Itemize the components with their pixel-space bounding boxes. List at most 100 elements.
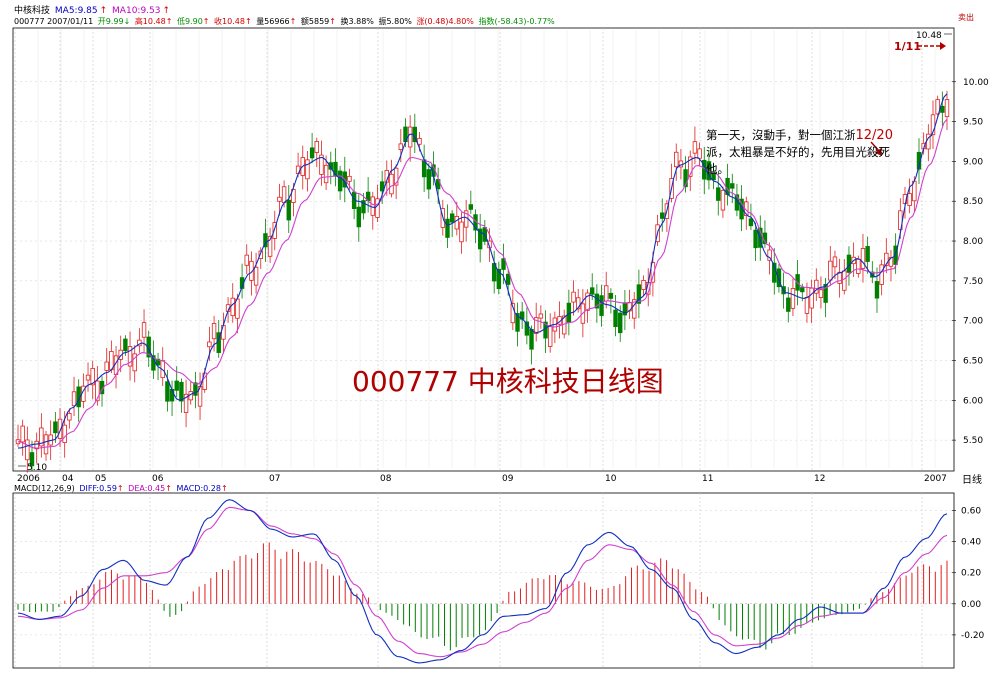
candle-down bbox=[53, 421, 58, 434]
price-tick-label: 7.00 bbox=[963, 317, 983, 327]
candle-down bbox=[515, 313, 520, 332]
time-axis-label: 09 bbox=[502, 474, 514, 484]
candle-up bbox=[85, 374, 91, 381]
candle-down bbox=[748, 218, 754, 227]
candle-down bbox=[874, 281, 880, 299]
low-value: 低9.90 bbox=[176, 17, 203, 26]
candle-down bbox=[865, 246, 870, 262]
candle-up bbox=[127, 346, 133, 367]
candle-up bbox=[692, 141, 698, 154]
dea-arrow: ↑ bbox=[165, 484, 172, 493]
candle-down bbox=[501, 258, 506, 270]
close-value: 收10.48 bbox=[214, 17, 245, 26]
annotation-text-before: 第一天，沒動手，對一個江浙 bbox=[706, 128, 856, 142]
candle-up bbox=[314, 141, 319, 153]
candle-up bbox=[207, 341, 212, 348]
candle-down bbox=[618, 312, 623, 334]
candle-up bbox=[281, 186, 287, 204]
candle-up bbox=[71, 391, 77, 407]
candle-up bbox=[272, 222, 277, 239]
price-axis: 5.50 6.00 6.50 7.00 7.50 8.00 8.50 9.00 9.50 10.0… bbox=[952, 78, 989, 446]
candle-up bbox=[230, 297, 235, 317]
diff-line bbox=[17, 499, 948, 664]
candle-down bbox=[29, 452, 35, 467]
candle-up bbox=[347, 175, 352, 182]
candle-down bbox=[800, 287, 805, 293]
candle-up bbox=[832, 256, 838, 268]
candle-up bbox=[244, 254, 249, 266]
candle-down bbox=[940, 105, 945, 113]
price-panel-frame bbox=[12, 27, 955, 472]
time-axis-label: 11 bbox=[702, 474, 713, 484]
price-tick-label: 10.00 bbox=[963, 78, 989, 88]
candle-up bbox=[104, 361, 109, 371]
candle-up bbox=[20, 425, 25, 443]
candle-up bbox=[95, 380, 100, 402]
candle-down bbox=[716, 187, 721, 201]
time-axis-label: 2006 bbox=[17, 474, 40, 484]
macd-tick-label: 0.00 bbox=[961, 600, 981, 610]
marker-arrowhead bbox=[940, 42, 946, 50]
amount-value: 额5859 bbox=[300, 17, 330, 26]
candle-up bbox=[62, 424, 67, 444]
low-arrow: ↑ bbox=[202, 17, 210, 26]
header-row-2: 000777 2007/01/11 开9.99↓ 高10.48↑ 低9.90↑ … bbox=[14, 16, 557, 27]
candle-up bbox=[585, 292, 590, 311]
candle-down bbox=[529, 328, 534, 350]
candle-up bbox=[109, 351, 114, 371]
candle-up bbox=[571, 291, 576, 303]
candle-down bbox=[468, 204, 474, 210]
macd-arrow: ↑ bbox=[220, 484, 228, 493]
candle-down bbox=[636, 284, 642, 304]
candle-up bbox=[370, 196, 375, 216]
candle-down bbox=[590, 287, 595, 295]
ma10-value: MA10:9.53 bbox=[112, 6, 161, 16]
high-value: 高10.48 bbox=[134, 17, 166, 26]
candle-down bbox=[426, 169, 432, 190]
candle-down bbox=[356, 206, 361, 228]
candle-up bbox=[828, 260, 833, 281]
candle-up bbox=[879, 264, 884, 285]
ma10-arrow: ↑ bbox=[162, 6, 171, 16]
candle-down bbox=[155, 358, 161, 366]
candle-down bbox=[179, 381, 184, 402]
candle-up bbox=[547, 326, 553, 347]
candle-down bbox=[776, 268, 782, 288]
candle-up bbox=[34, 440, 39, 450]
candle-up bbox=[907, 193, 912, 206]
candle-up bbox=[43, 434, 49, 455]
candle-up bbox=[39, 427, 44, 447]
stock-name: 中核科技 bbox=[14, 6, 51, 16]
candle-up bbox=[837, 271, 842, 284]
candle-up bbox=[291, 189, 296, 203]
candle-up bbox=[375, 198, 380, 218]
candle-up bbox=[884, 252, 889, 266]
candle-up bbox=[720, 189, 726, 211]
candle-up bbox=[90, 367, 95, 386]
header-row-1: 中核科技 MA5:9.85 ↑ MA10:9.53 ↑ bbox=[14, 3, 172, 16]
index-value: 指数(-58.43)-0.77% bbox=[478, 17, 555, 26]
macd-lines bbox=[17, 499, 948, 664]
macd-axis: -0.20 0.00 0.20 0.40 0.60 bbox=[952, 507, 985, 641]
time-axis: 2006 04 05 06 07 08 09 10 11 12 2007 bbox=[17, 474, 947, 484]
candle-up bbox=[211, 323, 217, 340]
candle-up bbox=[183, 393, 189, 413]
candle-down bbox=[286, 199, 291, 221]
candle-up bbox=[258, 250, 263, 259]
candle-down bbox=[445, 218, 450, 238]
candle-up bbox=[860, 248, 866, 269]
candle-down bbox=[622, 302, 628, 316]
candle-up bbox=[407, 126, 413, 148]
candle-down bbox=[477, 228, 483, 250]
sell-icon[interactable]: 卖出 bbox=[958, 12, 974, 23]
price-tick-label: 9.50 bbox=[963, 118, 983, 128]
time-axis-label: 10 bbox=[605, 474, 617, 484]
candle-down bbox=[337, 170, 343, 192]
time-axis-label: 07 bbox=[269, 474, 280, 484]
amount-arrow: ↑ bbox=[329, 17, 336, 26]
open-value: 开9.99 bbox=[97, 17, 124, 26]
candle-up bbox=[818, 289, 824, 298]
candle-down bbox=[174, 380, 179, 391]
candle-up bbox=[253, 266, 259, 286]
